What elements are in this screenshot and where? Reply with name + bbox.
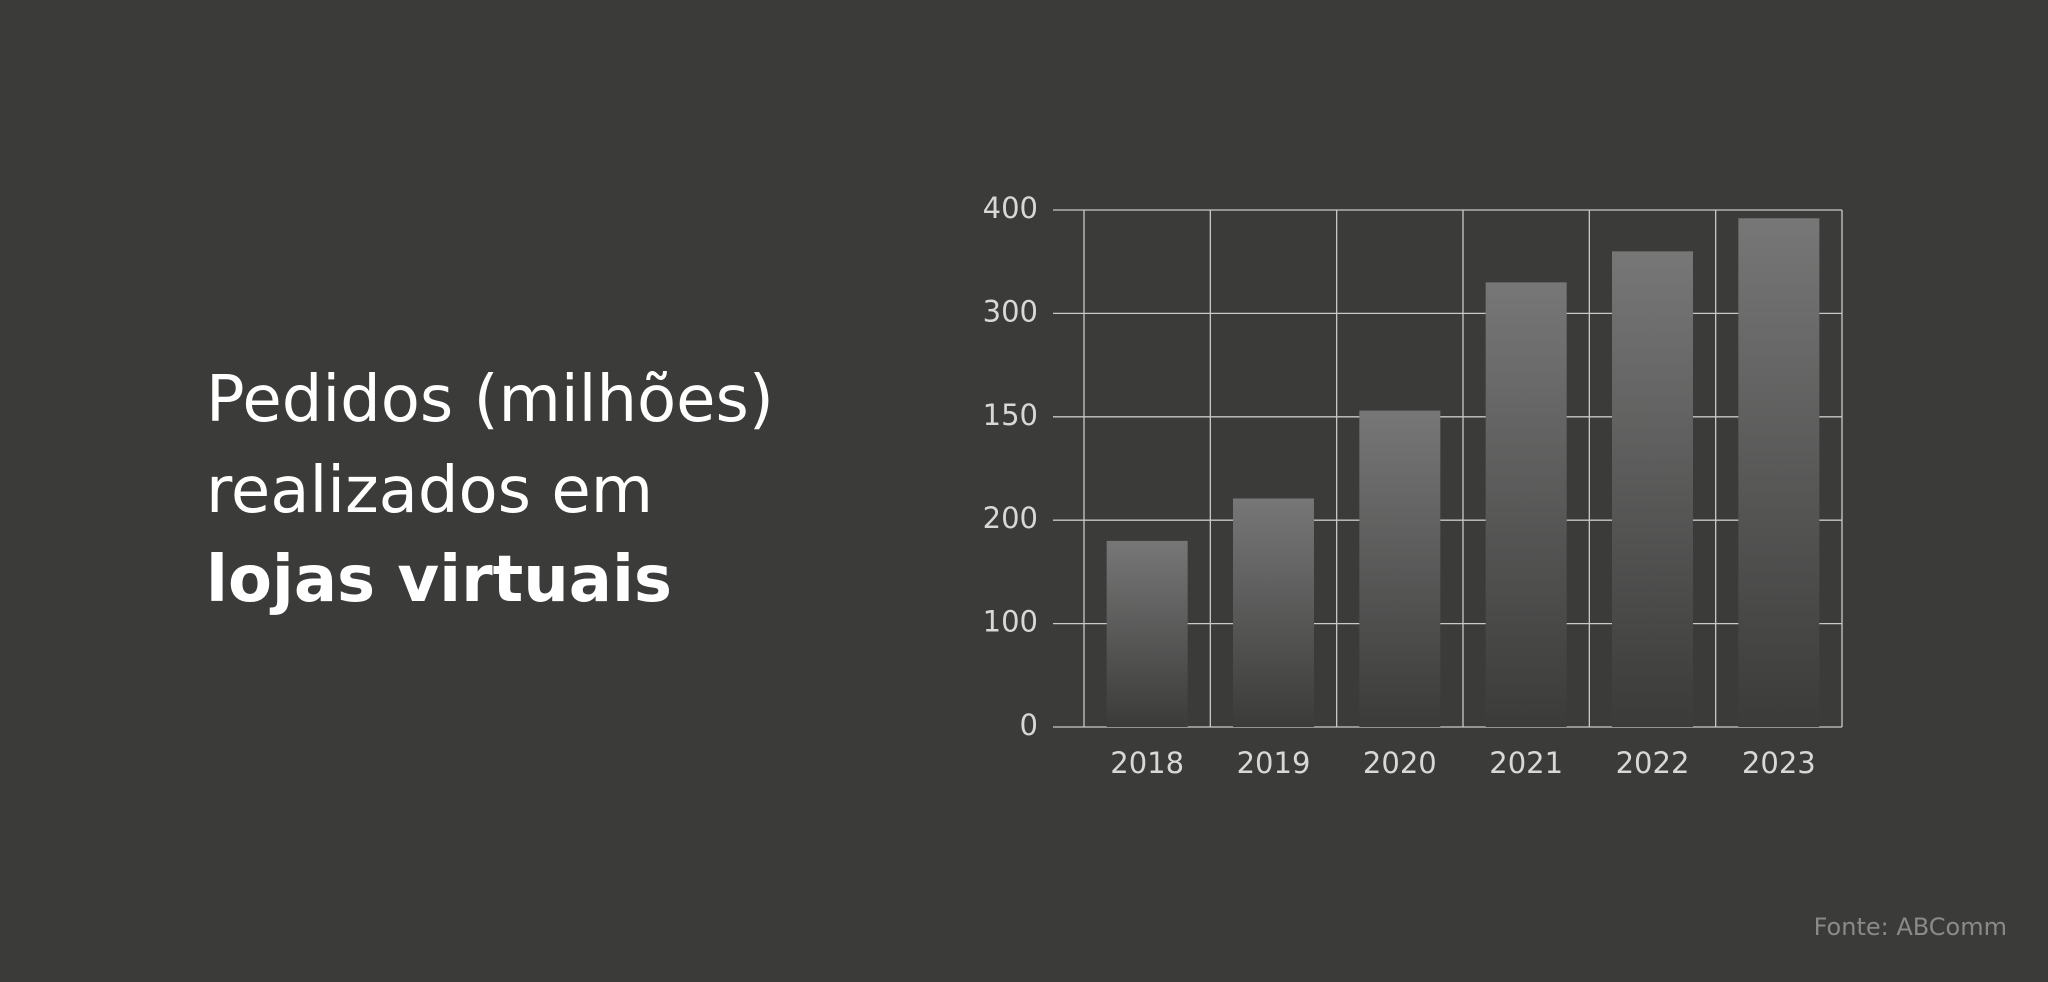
y-tick-label: 150 — [983, 398, 1038, 432]
title-line-bold: lojas virtuais — [206, 543, 672, 617]
x-tick-label: 2020 — [1363, 746, 1437, 780]
x-tick-label: 2021 — [1489, 746, 1563, 780]
title-line: Pedidos (milhões) — [206, 363, 774, 437]
y-tick-label: 100 — [983, 605, 1038, 639]
title-line: realizados em — [206, 454, 653, 528]
bar — [1612, 251, 1693, 728]
source: Fonte: ABComm — [1814, 913, 2007, 941]
bar — [1359, 410, 1441, 727]
y-tick-label: 300 — [983, 294, 1038, 328]
bar — [1233, 498, 1314, 727]
y-tick-label: 400 — [983, 191, 1038, 225]
bar — [1106, 540, 1188, 727]
x-tick-label: 2023 — [1742, 746, 1816, 780]
bar — [1485, 282, 1567, 727]
y-tick-label: 200 — [983, 501, 1038, 535]
bar — [1738, 218, 1820, 727]
x-tick-label: 2022 — [1616, 746, 1690, 780]
x-tick-label: 2019 — [1237, 746, 1311, 780]
y-tick-label: 0 — [1020, 708, 1038, 742]
x-tick-label: 2018 — [1110, 746, 1184, 780]
